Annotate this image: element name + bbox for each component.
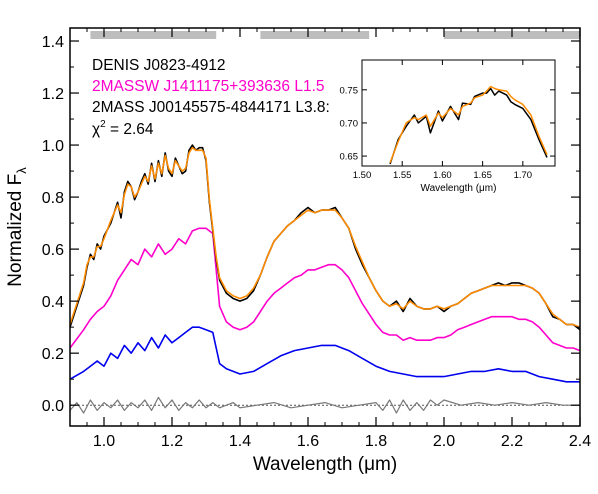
inset-series-line-1	[389, 85, 548, 163]
inset-x-tick-label: 1.60	[433, 170, 452, 181]
inset-x-axis-label: Wavelength (μm)	[421, 183, 497, 194]
y-axis-label-subscript: λ	[14, 167, 29, 174]
series-line-2	[69, 326, 580, 383]
legend-entry-1: 2MASSW J1411175+393636 L1.5	[92, 78, 325, 95]
y-axis-label-text: Normalized F	[5, 174, 26, 287]
inset-frame	[361, 59, 556, 167]
y-tick-label: 0.2	[42, 346, 64, 363]
y-axis-label: Normalized Fλ	[5, 167, 29, 287]
x-tick-label: 2.2	[501, 433, 523, 450]
chi-superscript: 2	[100, 119, 106, 130]
inset-x-tick-label: 1.55	[393, 170, 412, 181]
inset-x-tick-label: 1.70	[514, 170, 533, 181]
x-axis-label-text: Wavelength (	[253, 454, 365, 475]
x-tick-label: 1.8	[365, 433, 387, 450]
inset-background	[362, 60, 555, 166]
series-line-4	[69, 396, 580, 414]
x-tick-label: 2.4	[569, 433, 591, 450]
series-line-0	[69, 144, 581, 331]
legend-entry-2: 2MASS J00145575-4844171 L3.8:	[92, 99, 330, 116]
legend-entry-0: DENIS J0823-4912	[92, 57, 226, 74]
chi-symbol: χ	[92, 121, 100, 138]
telluric-band-0	[90, 31, 217, 39]
inset-y-tick-label: 0.70	[340, 118, 359, 129]
x-tick-label: 2.0	[433, 433, 455, 450]
y-tick-label: 0.6	[42, 242, 64, 259]
inset-x-axis-label-unit: μm	[479, 183, 493, 194]
series-line-1	[69, 227, 581, 352]
x-axis-label-close: )	[391, 454, 397, 475]
y-tick-label: 0.4	[42, 294, 64, 311]
inset-x-tick-label: 1.65	[473, 170, 492, 181]
telluric-band-1	[260, 31, 370, 39]
x-tick-label: 1.2	[161, 433, 183, 450]
inset-y-tick-label: 0.65	[340, 152, 359, 163]
inset-x-axis-label-text: Wavelength (	[421, 183, 480, 194]
inset-x-tick-label: 1.50	[353, 170, 372, 181]
y-tick-label: 1.0	[42, 138, 64, 155]
y-tick-label: 1.2	[42, 86, 64, 103]
y-tick-label: 1.4	[42, 34, 64, 51]
series-line-3	[69, 146, 581, 328]
inset-x-axis-label-close: )	[493, 183, 496, 194]
chi-squared-label: χ2 = 2.64	[92, 119, 154, 138]
y-tick-label: 0.0	[42, 398, 64, 415]
x-tick-label: 1.0	[93, 433, 115, 450]
x-tick-label: 1.4	[229, 433, 251, 450]
x-tick-label: 1.6	[297, 433, 319, 450]
x-axis-label-unit: μm	[364, 454, 391, 475]
inset-y-tick-label: 0.75	[340, 85, 359, 96]
x-axis-label: Wavelength (μm)	[253, 454, 397, 475]
chi-value: = 2.64	[106, 121, 154, 138]
y-tick-label: 0.8	[42, 190, 64, 207]
